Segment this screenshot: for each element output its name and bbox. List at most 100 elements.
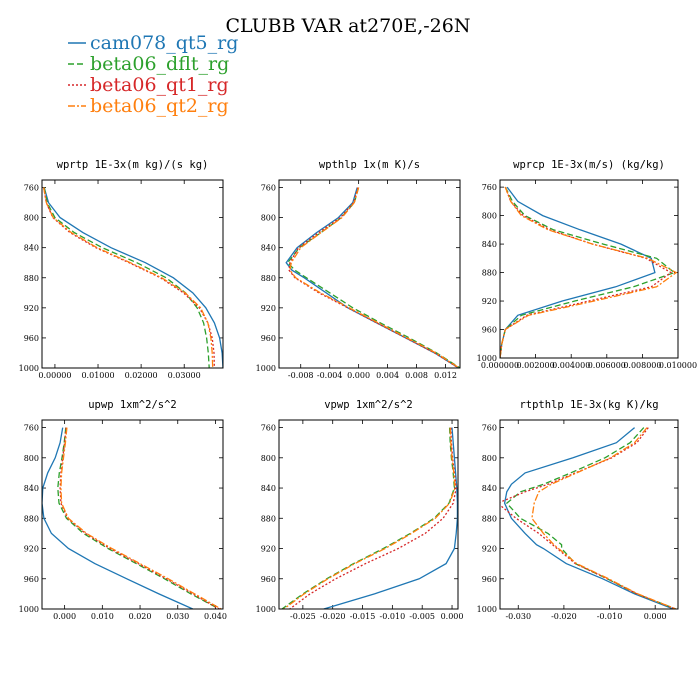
x-tick-label: 0.006000 <box>588 361 626 370</box>
y-tick-label: 760 <box>24 184 39 193</box>
y-tick-label: 880 <box>24 274 39 283</box>
series-line-beta06_dflt_rg <box>281 427 456 609</box>
y-tick-label: 1000 <box>256 364 276 373</box>
y-tick-label: 880 <box>261 274 276 283</box>
y-tick-label: 800 <box>482 212 497 221</box>
x-tick-label: -0.005 <box>409 612 435 621</box>
series-line-beta06_qt2_rg <box>500 186 678 358</box>
y-tick-label: 880 <box>482 269 497 278</box>
series-group <box>500 427 676 609</box>
series-line-beta06_dflt_rg <box>43 187 210 368</box>
y-tick-label: 960 <box>261 334 276 343</box>
x-tick-label: -0.008 <box>288 371 314 380</box>
series-line-beta06_dflt_rg <box>505 427 676 609</box>
panel-title: rtpthlp 1E-3x(kg K)/kg <box>519 399 658 411</box>
x-tick-label: 0.012 <box>434 371 457 380</box>
x-tick-label: 0.010 <box>91 612 114 621</box>
y-tick-label: 1000 <box>477 605 497 614</box>
series-line-beta06_qt2_rg <box>531 427 676 609</box>
series-line-beta06_dflt_rg <box>286 187 460 368</box>
plot-frame <box>41 419 224 610</box>
panel-3: wprcp 1E-3x(m/s) (kg/kg) 760 800 840 880 920 9… <box>477 159 697 370</box>
x-tick-label: -0.020 <box>320 612 346 621</box>
y-tick-label: 920 <box>261 304 276 313</box>
panel-title: wpthlp 1x(m K)/s <box>319 159 420 171</box>
x-tick-label: 0.004000 <box>552 361 590 370</box>
series-line-beta06_qt2_rg <box>60 427 222 609</box>
legend-label-beta06_dflt_rg: beta06_dflt_rg <box>90 53 229 75</box>
y-tick-label: 880 <box>482 514 497 523</box>
x-tick-label: -0.010 <box>380 612 406 621</box>
plot-frame <box>41 179 224 369</box>
series-line-cam078_qt5_rg <box>323 427 458 609</box>
panel-4: upwp 1xm^2/s^2 760 800 840 880 920 960 1000 0.00… <box>19 399 227 621</box>
x-tick-label: 0.000 <box>347 371 370 380</box>
series-group <box>500 186 678 358</box>
legend: cam078_qt5_rgbeta06_dflt_rgbeta06_qt1_rg… <box>68 32 238 117</box>
series-group <box>285 187 460 368</box>
series-group <box>42 427 222 609</box>
series-line-beta06_qt2_rg <box>43 187 214 368</box>
panel-title: vpwp 1xm^2/s^2 <box>324 399 413 411</box>
x-tick-label: 0.040 <box>204 612 227 621</box>
x-tick-label: 0.01000 <box>81 371 114 380</box>
panel-1: wprtp 1E-3x(m kg)/(s kg) 760 800 840 880 920 9… <box>19 159 224 380</box>
x-tick-label: 0.000 <box>441 612 464 621</box>
x-tick-label: 0.03000 <box>168 371 201 380</box>
panel-title: wprtp 1E-3x(m kg)/(s kg) <box>57 159 209 171</box>
y-tick-label: 1000 <box>19 364 39 373</box>
x-tick-label: 0.000000 <box>481 361 519 370</box>
x-tick-label: 0.000 <box>53 612 76 621</box>
y-tick-label: 960 <box>24 575 39 584</box>
y-tick-label: 920 <box>24 304 39 313</box>
y-tick-label: 920 <box>482 297 497 306</box>
panel-title: wprcp 1E-3x(m/s) (kg/kg) <box>513 159 665 171</box>
x-tick-label: 0.008 <box>405 371 428 380</box>
y-tick-label: 800 <box>261 454 276 463</box>
series-group <box>281 427 458 609</box>
x-tick-label: 0.02000 <box>125 371 158 380</box>
series-line-beta06_qt1_rg <box>500 427 676 609</box>
y-tick-label: 800 <box>24 454 39 463</box>
x-tick-label: -0.004 <box>317 371 343 380</box>
y-tick-label: 800 <box>482 454 497 463</box>
y-tick-label: 920 <box>482 545 497 554</box>
series-line-beta06_qt1_rg <box>43 187 216 368</box>
y-tick-label: 960 <box>482 326 497 335</box>
panel-6: rtpthlp 1E-3x(kg K)/kg 760 800 840 880 920 960… <box>477 399 679 621</box>
legend-label-beta06_qt2_rg: beta06_qt2_rg <box>90 95 229 117</box>
x-tick-label: 0.000 <box>644 612 667 621</box>
series-line-cam078_qt5_rg <box>43 187 223 368</box>
chart-panels: wprtp 1E-3x(m kg)/(s kg) 760 800 840 880 920 9… <box>19 159 697 621</box>
legend-label-cam078_qt5_rg: cam078_qt5_rg <box>90 32 238 54</box>
y-tick-label: 760 <box>482 183 497 192</box>
y-tick-label: 960 <box>482 575 497 584</box>
panel-title: upwp 1xm^2/s^2 <box>88 399 177 411</box>
y-tick-label: 800 <box>24 214 39 223</box>
y-tick-label: 800 <box>261 214 276 223</box>
x-tick-label: 0.030 <box>166 612 189 621</box>
series-line-cam078_qt5_rg <box>285 187 459 368</box>
y-tick-label: 760 <box>482 424 497 433</box>
plot-frame <box>499 179 679 359</box>
x-tick-label: 0.00000 <box>38 371 71 380</box>
series-line-cam078_qt5_rg <box>503 427 674 609</box>
y-tick-label: 840 <box>482 484 497 493</box>
x-tick-label: 0.010000 <box>659 361 697 370</box>
y-tick-label: 840 <box>261 244 276 253</box>
y-tick-label: 960 <box>261 575 276 584</box>
y-tick-label: 920 <box>24 545 39 554</box>
y-tick-label: 840 <box>482 240 497 249</box>
series-line-beta06_qt2_rg <box>289 187 460 368</box>
series-line-beta06_qt1_rg <box>289 427 457 609</box>
legend-label-beta06_qt1_rg: beta06_qt1_rg <box>90 74 229 96</box>
series-line-beta06_qt1_rg <box>500 186 673 358</box>
y-tick-label: 880 <box>261 514 276 523</box>
y-tick-label: 1000 <box>19 605 39 614</box>
y-tick-label: 960 <box>24 334 39 343</box>
figure-title: CLUBB VAR at270E,-26N <box>226 15 471 37</box>
x-tick-label: 0.004 <box>376 371 399 380</box>
series-line-beta06_dflt_rg <box>500 186 676 358</box>
panel-2: wpthlp 1x(m K)/s 760 800 840 880 920 960 1000 -0… <box>256 159 461 380</box>
